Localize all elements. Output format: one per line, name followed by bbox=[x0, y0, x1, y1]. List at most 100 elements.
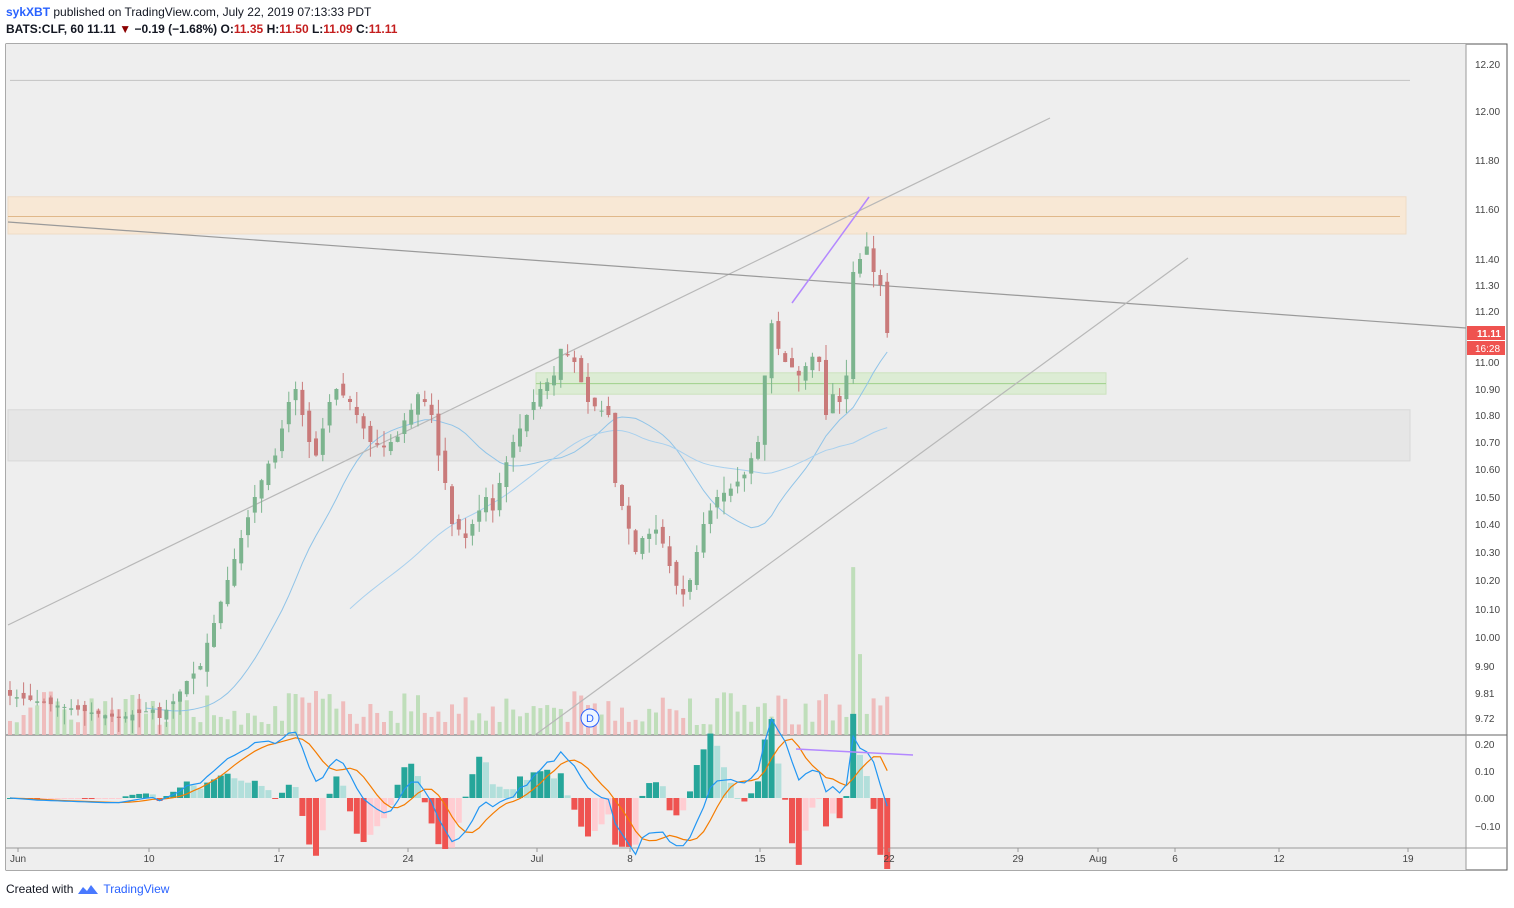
volume-bar bbox=[790, 724, 794, 735]
candle-body bbox=[184, 681, 189, 695]
candle-body bbox=[762, 375, 767, 445]
volume-bar bbox=[96, 709, 101, 735]
candle-body bbox=[640, 538, 645, 554]
volume-bar bbox=[864, 713, 869, 735]
volume-bar bbox=[266, 723, 271, 735]
macd-histogram-bar bbox=[857, 754, 863, 798]
volume-bar bbox=[327, 694, 332, 735]
volume-bar bbox=[490, 706, 495, 735]
macd-histogram-bar bbox=[707, 733, 714, 798]
candle-body bbox=[388, 442, 393, 452]
volume-bar bbox=[198, 722, 203, 735]
macd-histogram-bar bbox=[693, 765, 700, 798]
volume-bar bbox=[613, 720, 618, 735]
volume-bar bbox=[497, 721, 502, 735]
candle-body bbox=[320, 428, 325, 455]
macd-histogram-bar bbox=[279, 792, 285, 798]
volume-bar bbox=[450, 704, 454, 735]
macd-histogram-bar bbox=[625, 798, 632, 847]
volume-bar bbox=[171, 704, 176, 735]
macd-histogram-bar bbox=[619, 798, 625, 847]
price-axis-label: 10.40 bbox=[1475, 520, 1500, 531]
volume-bar bbox=[803, 703, 808, 735]
macd-axis-label: 0.20 bbox=[1475, 740, 1495, 751]
candle-body bbox=[76, 705, 80, 710]
candle-body bbox=[246, 517, 250, 536]
candle-body bbox=[599, 410, 604, 412]
volume-bar bbox=[21, 715, 26, 735]
macd-histogram-bar bbox=[47, 798, 54, 800]
candle-body bbox=[626, 505, 631, 529]
macd-line bbox=[9, 717, 888, 856]
macd-histogram-bar bbox=[489, 784, 496, 798]
candle-body bbox=[103, 715, 108, 719]
macd-histogram-bar bbox=[591, 798, 598, 832]
macd-histogram-bar bbox=[585, 798, 591, 837]
volume-bar bbox=[252, 715, 257, 735]
macd-histogram-bar bbox=[136, 793, 143, 798]
volume-bar bbox=[796, 724, 801, 735]
candle-body bbox=[674, 561, 679, 586]
divergence-price-line bbox=[791, 196, 870, 304]
low-label: L: bbox=[311, 22, 324, 36]
candle-body bbox=[810, 356, 815, 371]
volume-bar bbox=[837, 704, 842, 735]
volume-bar bbox=[558, 708, 563, 735]
candle-body bbox=[871, 248, 876, 272]
price-axis-label: 10.60 bbox=[1475, 465, 1500, 476]
macd-histogram-bar bbox=[54, 798, 61, 800]
volume-bar bbox=[456, 713, 461, 735]
macd-histogram-bar bbox=[435, 798, 442, 845]
macd-histogram-bar bbox=[802, 798, 809, 831]
symbol-interval[interactable]: BATS:CLF, 60 bbox=[6, 22, 84, 36]
volume-bar bbox=[722, 692, 726, 735]
volume-bar bbox=[756, 706, 760, 735]
volume-bar bbox=[422, 712, 427, 735]
macd-histogram-bar bbox=[442, 798, 449, 849]
volume-bar bbox=[239, 724, 244, 735]
volume-bar bbox=[48, 691, 53, 735]
time-axis-label: 24 bbox=[402, 854, 414, 865]
macd-histogram-bar bbox=[381, 798, 387, 819]
candle-body bbox=[613, 412, 618, 483]
candle-body bbox=[456, 518, 461, 530]
countdown-badge bbox=[1467, 341, 1505, 355]
candle-body bbox=[864, 246, 869, 255]
candle-body bbox=[477, 510, 482, 522]
macd-histogram-bar bbox=[727, 782, 734, 798]
macd-histogram-bar bbox=[537, 771, 544, 798]
tradingview-brand[interactable]: TradingView bbox=[103, 882, 170, 896]
published-text: published on TradingView.com, July 22, 2… bbox=[53, 5, 372, 19]
down-triangle-icon: ▼ bbox=[119, 22, 132, 36]
price-axis-label: 11.80 bbox=[1475, 156, 1500, 167]
macd-histogram-bar bbox=[612, 798, 619, 845]
macd-histogram-bar bbox=[721, 767, 727, 798]
candle-body bbox=[749, 458, 754, 474]
author-name[interactable]: sykXBT bbox=[6, 5, 51, 19]
volume-bar bbox=[42, 692, 46, 735]
candle-body bbox=[443, 450, 448, 483]
macd-histogram-bar bbox=[75, 798, 81, 800]
candle-body bbox=[783, 353, 788, 362]
price-axis-label: 9.90 bbox=[1475, 662, 1495, 673]
candle-body bbox=[450, 486, 454, 524]
candle-body bbox=[341, 383, 346, 396]
candle-body bbox=[633, 530, 638, 552]
macd-histogram-bar bbox=[95, 798, 102, 800]
volume-bar bbox=[314, 690, 318, 735]
candle-body bbox=[110, 713, 114, 717]
candle-body bbox=[681, 588, 686, 595]
volume-bar bbox=[688, 698, 692, 735]
macd-histogram-bar bbox=[748, 793, 755, 798]
macd-histogram-bar bbox=[816, 798, 823, 800]
macd-histogram-bar bbox=[530, 772, 537, 798]
volume-bar bbox=[681, 717, 686, 735]
candle-body bbox=[280, 428, 284, 452]
macd-histogram-bar bbox=[829, 798, 836, 814]
price-axis-label: 10.00 bbox=[1475, 633, 1500, 644]
macd-histogram-bar bbox=[272, 798, 279, 799]
candle-body bbox=[837, 396, 842, 402]
macd-histogram-bar bbox=[319, 798, 326, 831]
volume-bar bbox=[273, 706, 278, 735]
